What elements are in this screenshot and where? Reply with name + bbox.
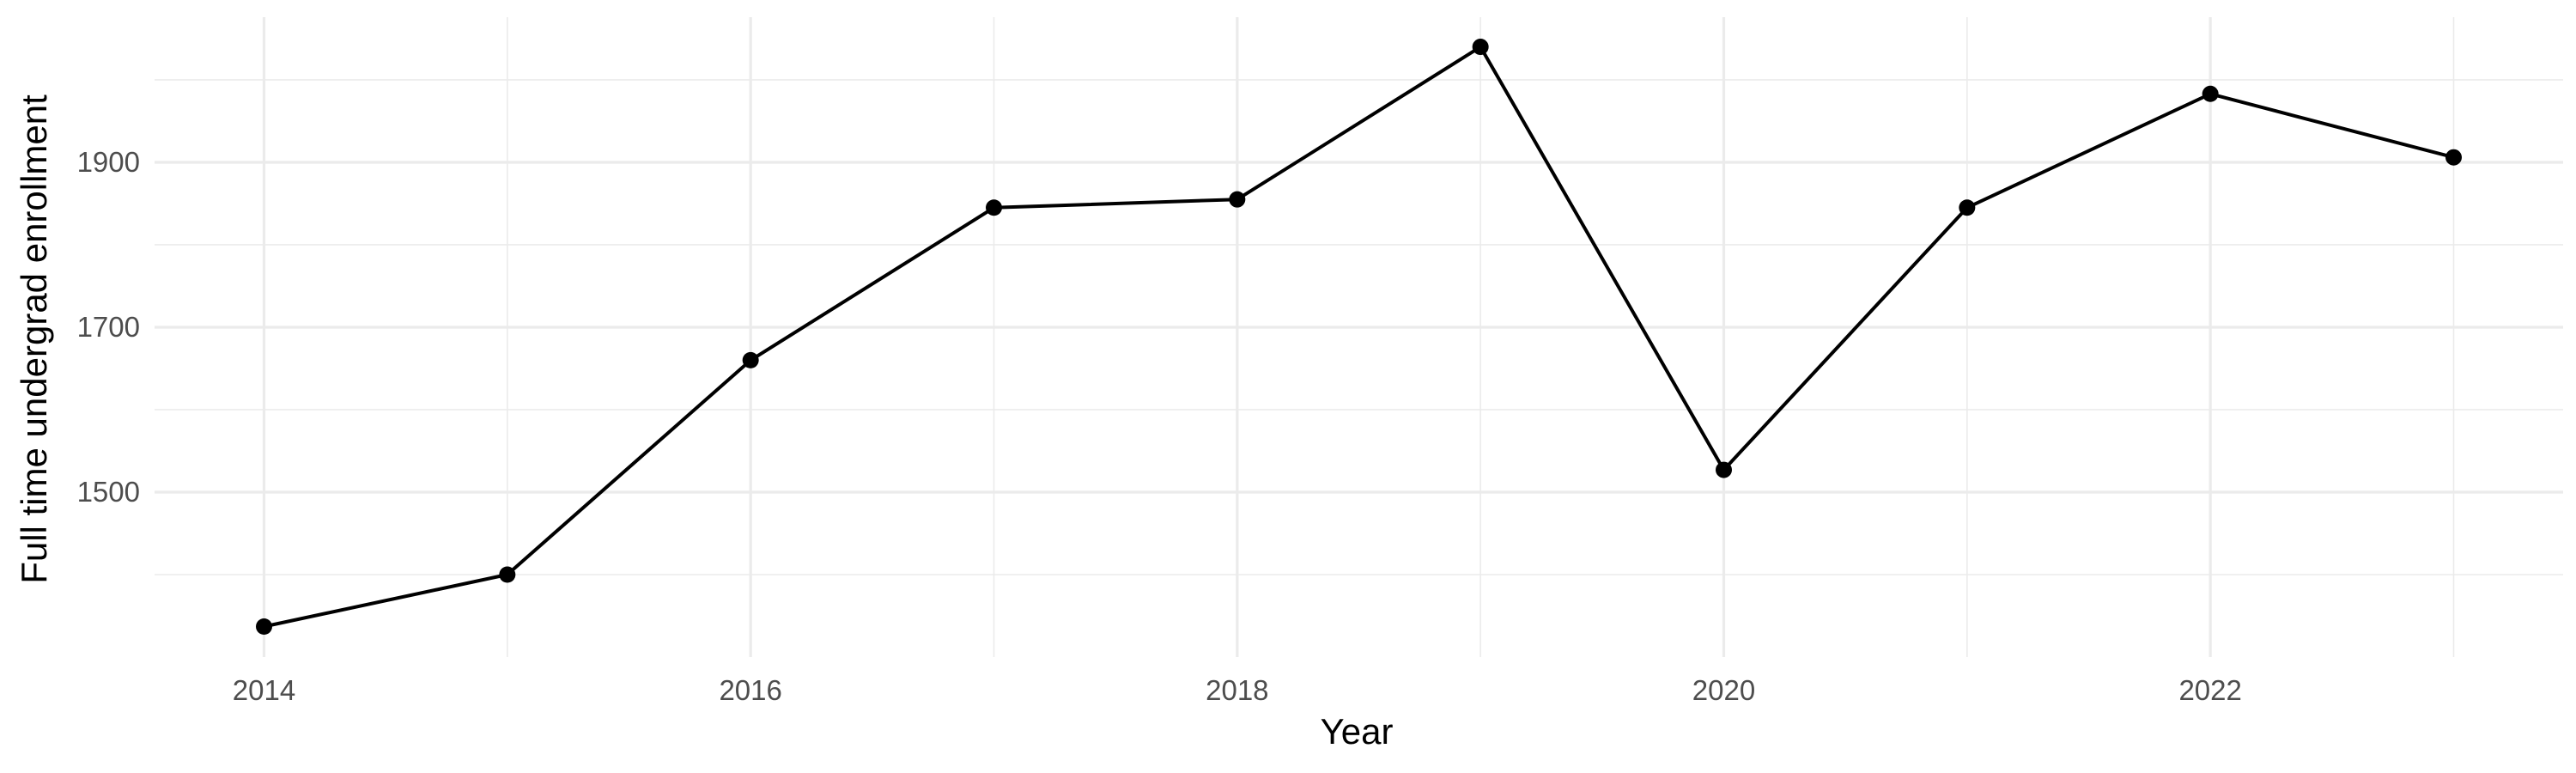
x-tick-label: 2018 [1206, 674, 1268, 706]
series-line [264, 45, 2455, 629]
data-point [2202, 85, 2219, 102]
x-tick-label: 2020 [1692, 674, 1755, 706]
data-point [742, 351, 759, 368]
series-layer [256, 39, 2462, 635]
data-point [2445, 149, 2462, 166]
x-tick-label: 2014 [233, 674, 295, 706]
data-point [986, 199, 1002, 216]
y-tick-label: 1500 [77, 476, 140, 508]
data-point [1472, 39, 1489, 56]
data-point [256, 618, 272, 635]
x-tick-label: 2022 [2178, 674, 2241, 706]
data-point [499, 566, 516, 583]
data-point [1716, 461, 1732, 478]
y-tick-label: 1700 [77, 311, 140, 343]
data-point [1959, 199, 1976, 216]
x-axis-title: Year [1321, 711, 1394, 752]
y-axis-title: Full time undergrad enrollment [14, 94, 54, 584]
grid-layer [155, 17, 2563, 657]
y-tick-label: 1900 [77, 146, 140, 178]
tick-labels: 2014 2016 2018 2020 2022 1500 1700 1900 [77, 146, 2242, 706]
x-tick-label: 2016 [719, 674, 781, 706]
data-point [1229, 191, 1246, 208]
